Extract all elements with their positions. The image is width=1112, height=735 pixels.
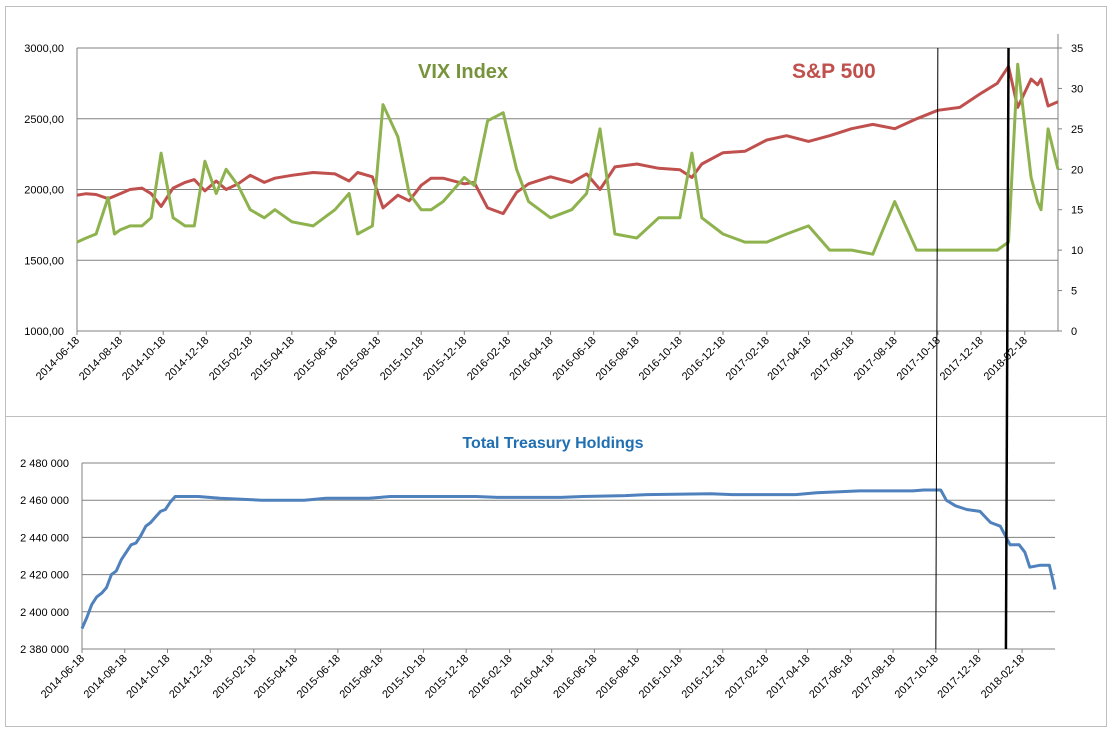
bottom-x-tick-label: 2015-08-18 [337, 653, 385, 701]
top-right-tick-label: 10 [1071, 245, 1083, 257]
bottom-x-tick-label: 2016-10-18 [637, 653, 685, 701]
sp500-annotation: S&P 500 [792, 60, 876, 83]
bottom-x-tick-label: 2015-04-18 [252, 653, 300, 701]
top-x-tick-label: 2014-08-18 [77, 335, 125, 383]
bottom-x-tick-label: 2015-06-18 [295, 653, 343, 701]
top-chart-right-axis: 0 5 10 15 20 25 30 35 [1057, 34, 1083, 338]
top-x-tick-label: 2016-10-18 [637, 335, 685, 383]
top-x-tick-label: 2015-06-18 [292, 335, 340, 383]
top-x-tick-label: 2017-08-18 [852, 335, 900, 383]
vix-index-annotation: VIX Index [418, 61, 508, 83]
vix-index-line [76, 62, 1060, 256]
top-x-tick-label: 2015-12-18 [421, 335, 469, 383]
bottom-x-tick-label: 2017-06-18 [807, 653, 855, 701]
top-right-tick-label: 0 [1071, 326, 1077, 338]
top-x-tick-label: 2015-02-18 [207, 335, 255, 383]
top-x-tick-label: 2014-10-18 [120, 335, 168, 383]
bottom-left-tick-label: 2 480 000 [20, 458, 69, 470]
top-x-tick-label: 2017-06-18 [808, 335, 856, 383]
bottom-x-tick-label: 2016-04-18 [509, 653, 557, 701]
bottom-left-tick-label: 2 400 000 [20, 607, 69, 619]
treasury-holdings-line [80, 488, 1057, 630]
s-p-500-line [76, 64, 1059, 216]
top-x-tick-label: 2017-10-18 [895, 335, 943, 383]
bottom-x-tick-label: 2016-02-18 [466, 653, 514, 701]
bottom-x-tick-label: 2015-02-18 [211, 653, 259, 701]
bottom-x-tick-label: 2018-02-18 [979, 653, 1027, 701]
top-left-tick-label: 1500,00 [24, 255, 64, 267]
treasury-chart-title: Total Treasury Holdings [462, 435, 643, 452]
top-chart-left-axis: 1000,00 1500,00 2000,00 2500,00 3000,00 [24, 43, 78, 338]
bottom-left-tick-label: 2 460 000 [20, 495, 69, 507]
bottom-x-tick-label: 2015-10-18 [380, 653, 428, 701]
bottom-x-tick-label: 2014-08-18 [82, 653, 130, 701]
bottom-left-tick-label: 2 440 000 [20, 532, 69, 544]
top-left-tick-label: 3000,00 [24, 43, 64, 55]
top-chart-series [76, 62, 1060, 256]
top-right-tick-label: 30 [1071, 83, 1083, 95]
bottom-left-tick-label: 2 420 000 [20, 570, 69, 582]
bottom-x-tick-label: 2014-06-18 [39, 653, 87, 701]
top-x-tick-label: 2015-08-18 [335, 335, 383, 383]
bottom-x-tick-label: 2017-08-18 [850, 653, 898, 701]
top-x-tick-label: 2017-02-18 [724, 335, 772, 383]
bottom-x-tick-label: 2017-04-18 [764, 653, 812, 701]
top-x-tick-label: 2015-04-18 [249, 335, 297, 383]
top-chart-gridlines [77, 47, 1058, 332]
top-right-tick-label: 5 [1071, 286, 1077, 298]
bottom-x-tick-label: 2017-12-18 [935, 653, 983, 701]
top-left-tick-label: 1000,00 [24, 326, 64, 338]
bottom-chart-left-axis: 2 380 000 2 400 000 2 420 000 2 440 000 2 46… [20, 458, 83, 656]
top-right-tick-label: 25 [1071, 124, 1083, 136]
bottom-x-tick-label: 2014-10-18 [124, 653, 172, 701]
top-x-tick-label: 2017-12-18 [938, 335, 986, 383]
bottom-x-tick-label: 2016-06-18 [551, 653, 599, 701]
bottom-chart-series [80, 488, 1057, 630]
bottom-x-tick-label: 2016-12-18 [680, 653, 728, 701]
bottom-x-tick-label: 2015-12-18 [423, 653, 471, 701]
top-x-tick-label: 2016-04-18 [507, 335, 555, 383]
top-right-tick-label: 15 [1071, 205, 1083, 217]
top-x-tick-label: 2016-08-18 [594, 335, 642, 383]
top-left-tick-label: 2000,00 [24, 185, 64, 197]
marker-line-2017-10-18 [935, 47, 939, 650]
top-x-tick-label: 2016-06-18 [550, 335, 598, 383]
bottom-x-tick-label: 2017-02-18 [723, 653, 771, 701]
top-right-tick-label: 35 [1071, 43, 1083, 55]
top-x-tick-label: 2014-12-18 [163, 335, 211, 383]
bottom-chart-x-axis: 2014-06-182014-08-182014-10-182014-12-18… [39, 649, 1027, 701]
top-left-tick-label: 2500,00 [24, 114, 64, 126]
top-x-tick-label: 2016-02-18 [465, 335, 513, 383]
bottom-left-tick-label: 2 380 000 [20, 644, 69, 656]
top-chart-x-axis: 2014-06-182014-08-182014-10-182014-12-18… [34, 331, 1030, 383]
marker-line-2018-01-26 [1004, 47, 1010, 650]
bottom-x-tick-label: 2014-12-18 [167, 653, 215, 701]
top-x-tick-label: 2014-06-18 [34, 335, 82, 383]
top-right-tick-label: 20 [1071, 164, 1083, 176]
bottom-chart-frame [5, 416, 1107, 727]
event-marker-lines [935, 47, 1010, 650]
top-x-tick-label: 2018-02-18 [982, 335, 1030, 383]
top-x-tick-label: 2015-10-18 [378, 335, 426, 383]
top-x-tick-label: 2017-04-18 [765, 335, 813, 383]
bottom-x-tick-label: 2017-10-18 [893, 653, 941, 701]
bottom-x-tick-label: 2016-08-18 [594, 653, 642, 701]
top-x-tick-label: 2016-12-18 [680, 335, 728, 383]
